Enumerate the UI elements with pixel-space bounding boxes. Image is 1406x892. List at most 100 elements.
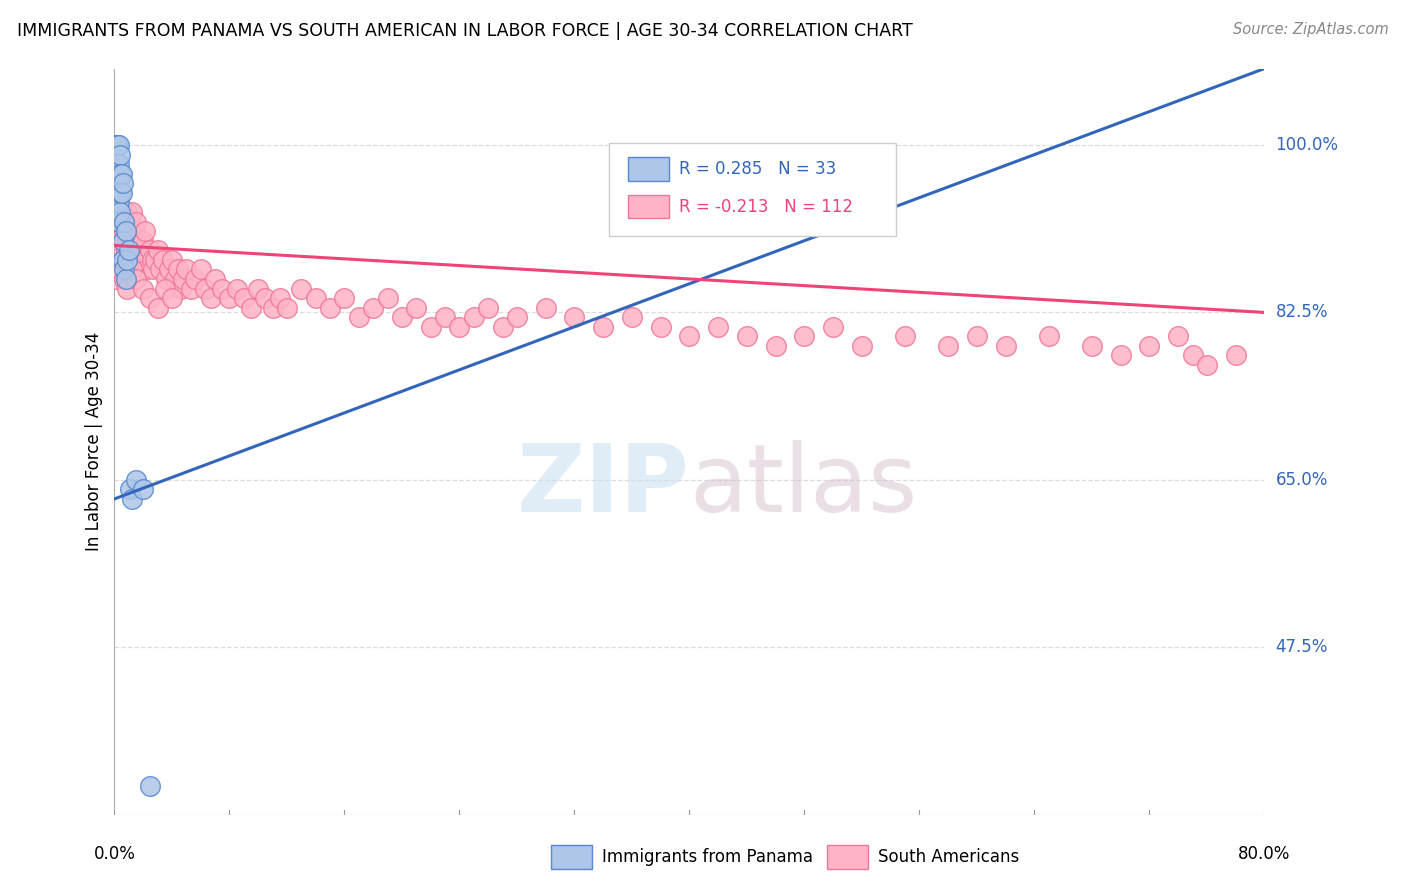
Point [190, 262, 212, 277]
Point [105, 195, 128, 210]
Point [247, 281, 270, 295]
Point [160, 252, 183, 267]
Point [112, 252, 135, 267]
Point [152, 252, 174, 267]
Point [121, 491, 143, 506]
Point [1109, 348, 1132, 362]
Point [108, 186, 131, 200]
Point [115, 244, 138, 258]
Point [115, 224, 138, 238]
Point [117, 234, 139, 248]
Text: R = -0.213   N = 112: R = -0.213 N = 112 [679, 197, 853, 216]
Point [491, 319, 513, 334]
Text: South Americans: South Americans [877, 848, 1019, 866]
Point [146, 244, 169, 258]
Point [218, 291, 240, 305]
FancyBboxPatch shape [609, 143, 897, 236]
Point [135, 252, 157, 267]
Point [1081, 339, 1104, 353]
Point [139, 244, 162, 258]
Point [104, 214, 127, 228]
Point [141, 252, 163, 267]
Point [115, 272, 138, 286]
Point [107, 176, 129, 190]
Point [104, 272, 127, 286]
Point [419, 319, 441, 334]
Point [121, 244, 143, 258]
Point [107, 214, 129, 228]
Point [534, 301, 557, 315]
Point [107, 157, 129, 171]
Point [110, 167, 132, 181]
Point [333, 291, 356, 305]
Point [405, 301, 427, 315]
Point [194, 281, 217, 295]
Point [361, 301, 384, 315]
Point [139, 291, 162, 305]
Point [463, 310, 485, 325]
Text: 0.0%: 0.0% [93, 845, 135, 863]
Point [125, 272, 148, 286]
Point [121, 205, 143, 219]
Point [105, 138, 128, 153]
Point [966, 329, 988, 343]
Point [118, 214, 141, 228]
Point [347, 310, 370, 325]
Point [269, 291, 291, 305]
Point [142, 262, 165, 277]
Point [143, 252, 166, 267]
Point [105, 157, 128, 171]
Point [117, 205, 139, 219]
Point [128, 234, 150, 248]
FancyBboxPatch shape [551, 845, 592, 869]
Point [211, 281, 233, 295]
Point [105, 138, 128, 153]
Point [650, 319, 672, 334]
Text: 65.0%: 65.0% [1275, 471, 1327, 489]
Point [319, 301, 342, 315]
Point [1038, 329, 1060, 343]
Point [169, 281, 191, 295]
Point [174, 262, 197, 277]
Point [105, 176, 128, 190]
Point [232, 291, 254, 305]
Point [115, 214, 138, 228]
Point [108, 205, 131, 219]
Point [132, 234, 155, 248]
Point [172, 272, 194, 286]
Text: atlas: atlas [689, 441, 918, 533]
Point [377, 291, 399, 305]
Point [107, 195, 129, 210]
Text: ZIP: ZIP [516, 441, 689, 533]
Point [132, 281, 155, 295]
FancyBboxPatch shape [628, 157, 669, 181]
Point [108, 147, 131, 161]
Point [120, 224, 142, 238]
Point [124, 224, 146, 238]
Point [240, 301, 263, 315]
Point [735, 329, 758, 343]
Point [994, 339, 1017, 353]
Point [114, 262, 136, 277]
Point [290, 281, 312, 295]
Text: 47.5%: 47.5% [1275, 638, 1327, 657]
Point [125, 473, 148, 487]
Point [131, 244, 153, 258]
Point [166, 262, 188, 277]
Point [108, 214, 131, 228]
Point [936, 339, 959, 353]
Point [477, 301, 499, 315]
Point [118, 252, 141, 267]
Point [823, 319, 845, 334]
Point [107, 234, 129, 248]
Point [276, 301, 298, 315]
Point [391, 310, 413, 325]
Point [180, 281, 202, 295]
Point [305, 291, 328, 305]
Y-axis label: In Labor Force | Age 30-34: In Labor Force | Age 30-34 [86, 332, 103, 551]
Point [434, 310, 457, 325]
Point [254, 291, 277, 305]
Point [107, 138, 129, 153]
Point [117, 281, 139, 295]
Text: Immigrants from Panama: Immigrants from Panama [602, 848, 813, 866]
